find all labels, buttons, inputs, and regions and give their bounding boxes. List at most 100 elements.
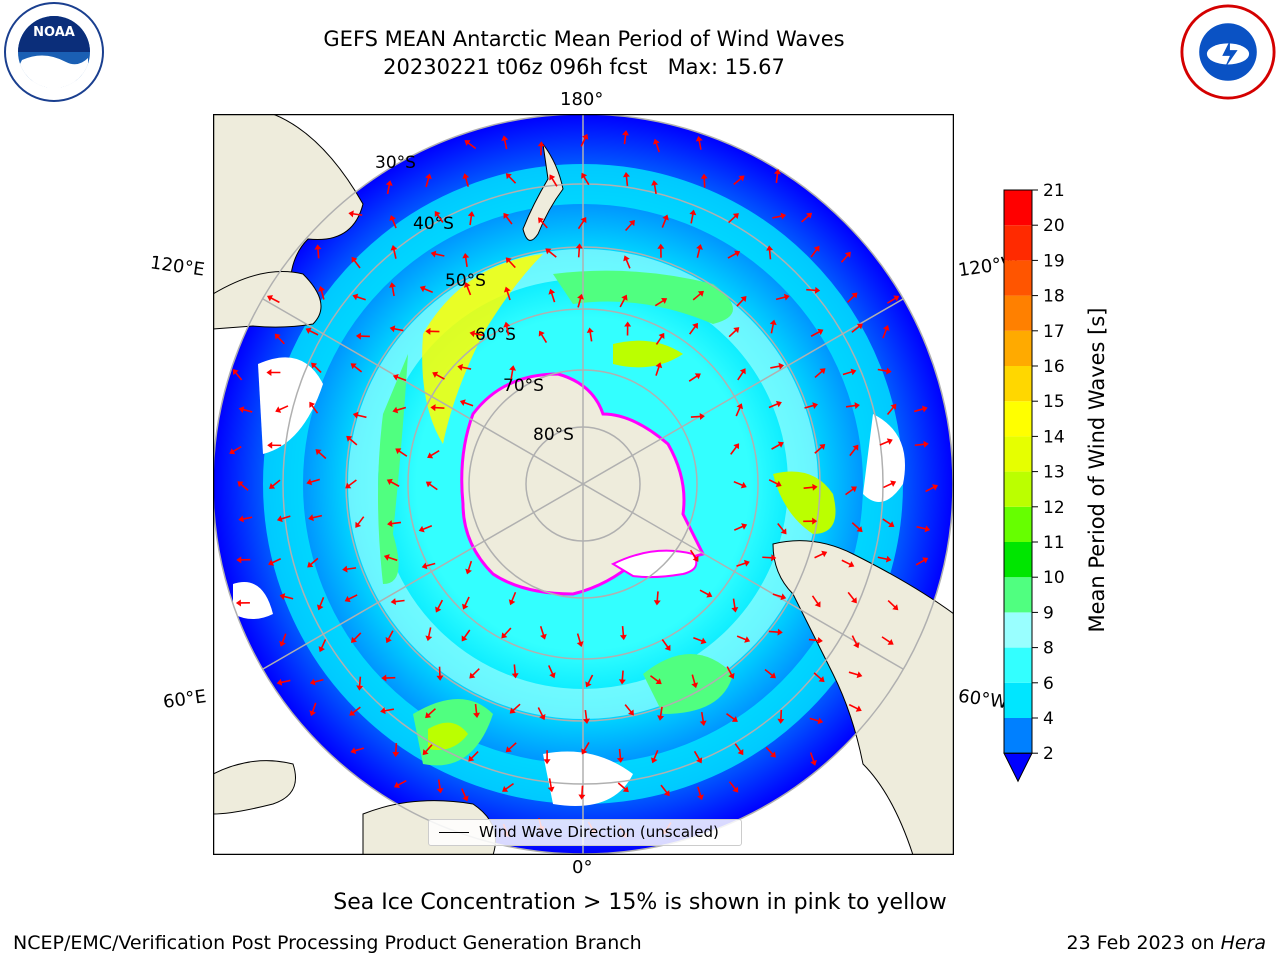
lat-label-80s: 80°S	[533, 425, 574, 445]
wind-wave-arrow	[688, 373, 701, 382]
wind-wave-arrow	[653, 591, 661, 606]
wind-wave-arrow	[468, 750, 479, 762]
wind-wave-arrow	[581, 172, 590, 186]
lon-label-0: 0°	[572, 857, 593, 878]
colorbar-tick-label: 16	[1043, 357, 1065, 377]
wind-wave-arrow	[383, 554, 398, 562]
colorbar-tick-label: 6	[1043, 674, 1054, 694]
wind-wave-arrow	[697, 786, 704, 801]
wind-wave-arrow	[700, 173, 708, 188]
wind-wave-arrow	[696, 244, 703, 258]
wind-wave-arrow	[576, 633, 584, 647]
wind-wave-arrow	[464, 140, 477, 150]
wind-wave-arrow	[232, 369, 243, 381]
wind-wave-arrow	[699, 712, 707, 726]
wind-wave-arrow	[469, 330, 484, 338]
wind-wave-arrow	[350, 632, 362, 643]
footer-date-text: 23 Feb 2023 on	[1066, 932, 1215, 954]
wind-wave-arrow	[390, 598, 405, 606]
wind-wave-arrow	[915, 557, 929, 566]
wind-wave-arrow	[238, 406, 253, 414]
wind-wave-arrow	[351, 256, 361, 269]
wind-wave-arrow	[845, 402, 860, 410]
colorbar-tick-label: 10	[1043, 568, 1065, 588]
wind-wave-arrow	[229, 445, 242, 455]
wind-wave-arrow	[775, 293, 790, 301]
wind-wave-arrow	[766, 245, 774, 260]
wind-wave-arrow	[851, 323, 863, 333]
wind-wave-arrow	[770, 362, 785, 370]
colorbar-segment	[1004, 542, 1032, 578]
wind-wave-arrow	[619, 294, 628, 308]
wind-wave-arrow	[425, 327, 440, 335]
colorbar-segment	[1004, 718, 1032, 754]
wind-wave-arrow	[840, 251, 851, 263]
wind-wave-arrow	[619, 626, 627, 641]
wind-wave-arrow	[457, 363, 472, 371]
wind-wave-arrow	[886, 295, 900, 304]
wind-wave-arrow	[467, 211, 475, 226]
wind-wave-arrow	[309, 401, 319, 414]
colorbar-tick-label: 20	[1043, 216, 1065, 236]
wind-wave-arrow	[655, 362, 663, 376]
wind-wave-arrow	[473, 703, 481, 718]
wind-wave-arrow	[699, 589, 713, 598]
map-title-line2: 20230221 t06z 096h fcst Max: 15.67	[383, 55, 785, 79]
wind-wave-arrow	[653, 138, 660, 153]
wind-wave-arrow	[624, 321, 632, 336]
colorbar-segment	[1004, 225, 1032, 261]
wind-wave-arrow	[842, 368, 857, 376]
wind-wave-arrow	[309, 678, 324, 686]
wind-wave-arrow	[736, 559, 750, 567]
wind-wave-arrow	[586, 327, 594, 342]
wind-wave-arrow	[728, 781, 739, 793]
lat-label-40s: 40°S	[413, 214, 454, 234]
wind-wave-arrow	[503, 321, 511, 336]
wind-wave-arrow	[276, 678, 291, 686]
wind-wave-arrow	[318, 639, 327, 653]
wind-wave-arrow	[345, 479, 357, 489]
wind-wave-arrow	[851, 522, 863, 533]
colorbar-segments	[1003, 189, 1033, 783]
wind-wave-arrow	[348, 210, 363, 218]
wind-wave-arrow	[381, 674, 396, 682]
sea-ice-note: Sea Ice Concentration > 15% is shown in …	[333, 890, 947, 915]
wind-wave-arrow	[654, 297, 668, 307]
wind-wave-arrow	[462, 173, 470, 187]
colorbar-tick-label: 12	[1043, 498, 1065, 518]
wind-wave-arrow	[810, 328, 824, 337]
wind-wave-arrow	[651, 750, 659, 764]
wind-wave-arrow	[734, 743, 744, 756]
colorbar-tick-label: 2	[1043, 744, 1054, 764]
wind-wave-arrow	[503, 286, 511, 301]
legend-line-sample	[439, 832, 469, 833]
wind-wave-arrow	[392, 406, 407, 414]
wind-wave-arrow	[728, 213, 739, 224]
wind-wave-arrow	[803, 483, 818, 491]
wind-wave-arrow	[689, 209, 697, 224]
map-panel: 30°S 40°S 50°S 60°S 70°S 80°S	[212, 113, 955, 856]
wind-wave-arrow	[389, 325, 404, 333]
wind-wave-arrow	[309, 702, 317, 717]
wind-wave-arrow	[886, 403, 897, 416]
wind-wave-arrow	[469, 668, 480, 679]
wind-wave-arrow	[841, 559, 855, 568]
wind-wave-arrow	[311, 362, 322, 373]
wind-wave-arrow	[389, 282, 396, 297]
wind-wave-arrow	[808, 637, 823, 644]
wind-wave-arrow	[395, 448, 408, 457]
wind-wave-arrow	[537, 141, 545, 156]
wind-wave-arrow	[435, 599, 444, 613]
colorbar-tick-label: 17	[1043, 322, 1065, 342]
wind-wave-arrow	[577, 217, 587, 230]
lon-label-60e: 60°E	[161, 686, 208, 713]
wind-wave-arrow	[538, 330, 548, 343]
wind-wave-arrow	[274, 333, 285, 345]
wind-wave-arrow	[848, 703, 862, 712]
wind-wave-arrow	[511, 664, 519, 679]
colorbar-segment	[1004, 647, 1032, 683]
wind-wave-arrow	[578, 785, 586, 800]
wind-wave-arrow	[306, 478, 320, 486]
wind-wave-arrow	[393, 779, 407, 788]
wind-wave-arrow	[814, 368, 826, 379]
